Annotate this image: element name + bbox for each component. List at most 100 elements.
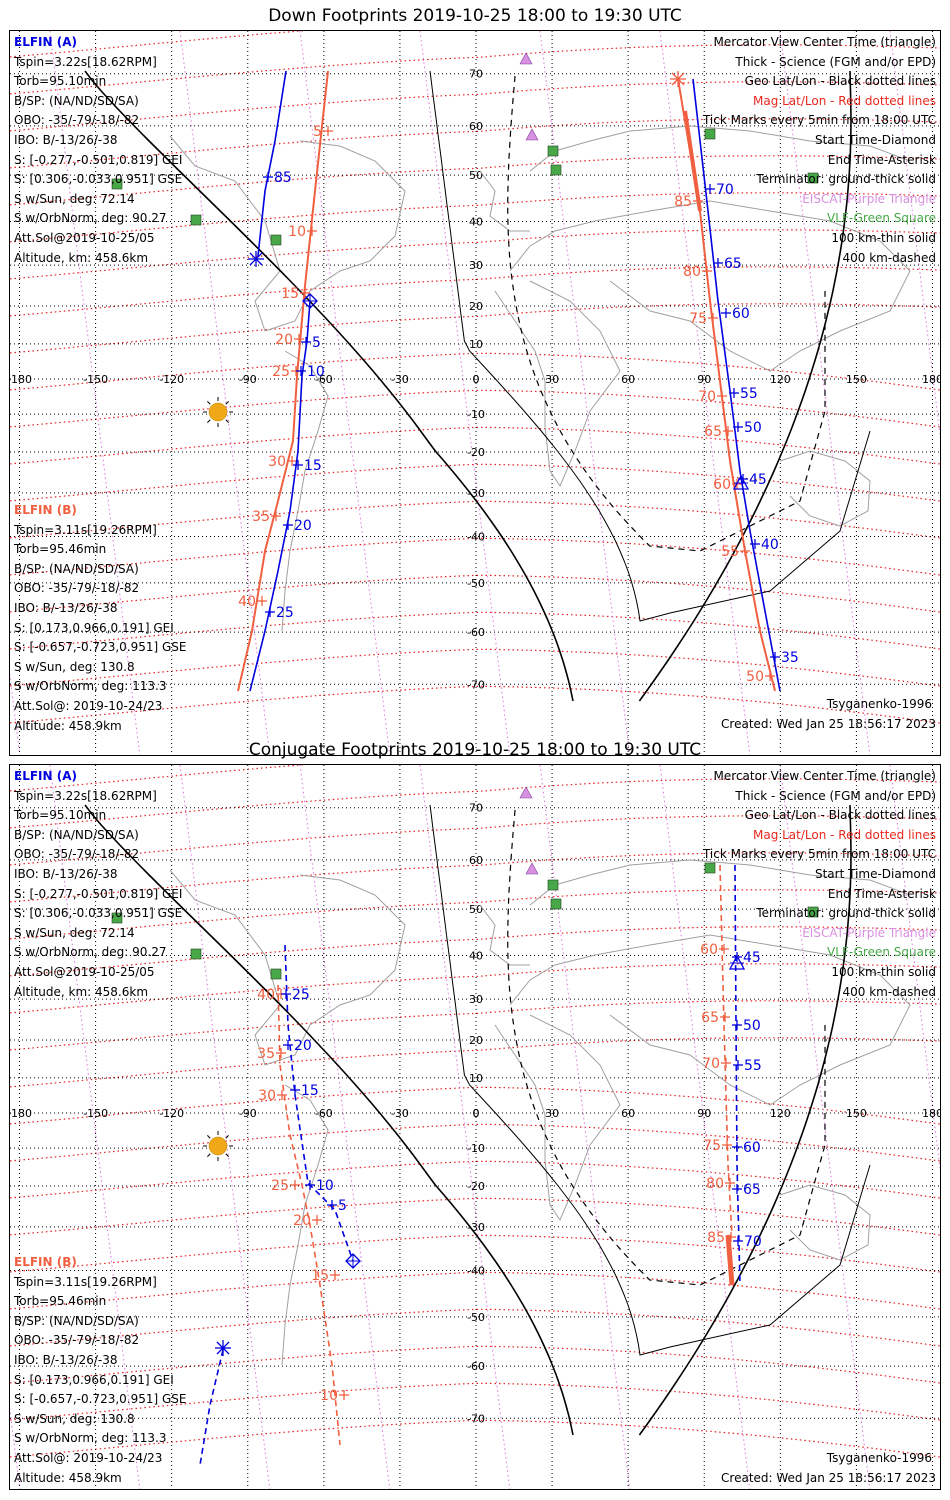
lon-label: 60: [621, 373, 635, 386]
mag-lon-line: [419, 765, 511, 1489]
sun-ray: [207, 401, 211, 405]
vlf-square: [190, 948, 202, 960]
sun-icon: [208, 1136, 228, 1156]
lon-label: -90: [239, 373, 257, 386]
elfin-b-science: [725, 1234, 735, 1286]
coastline: [494, 280, 621, 488]
elfin-b-label: 15: [311, 1268, 329, 1284]
lon-label: 30: [545, 1107, 559, 1120]
elfin-b-label: 85: [707, 1230, 725, 1246]
legend-item: End Time-Asterisk: [827, 152, 936, 167]
elfin-a-label: 70: [744, 1234, 762, 1250]
elfin-b-line: Torb=95.46min: [14, 542, 107, 557]
lat-label: 70: [469, 802, 483, 815]
elfin-b-label: 70: [702, 1056, 720, 1072]
elfin-a-line: Altitude, km: 458.6km: [14, 984, 149, 999]
elfin-b-header: ELFIN (B): [14, 1255, 77, 1269]
elfin-a-label: 5: [338, 1198, 347, 1214]
elfin-a-label: 15: [304, 458, 322, 474]
lat-label: -60: [467, 626, 485, 639]
elfin-b-line: Att.Sol@: 2019-10-24/23: [14, 1450, 163, 1465]
elfin-b-line: OBO: -35/-79/-18/-82: [14, 581, 140, 596]
elfin-b-line: Altitude: 458.9km: [14, 1470, 122, 1485]
eiscat-triangle: [525, 128, 539, 141]
lon-label: -150: [83, 373, 108, 386]
elfin-a-line: S w/OrbNorm, deg: 90.27: [14, 211, 167, 226]
elfin-b-label: 25: [271, 1178, 289, 1194]
legend-item: 100 km-thin solid: [831, 964, 936, 979]
coastline: [779, 1184, 871, 1261]
lat-label: -40: [467, 530, 485, 543]
elfin-a-line: IBO: B/-13/26/-38: [14, 132, 118, 147]
mag-lon-line: [659, 31, 751, 755]
coastline: [494, 1014, 621, 1222]
coastline: [479, 904, 530, 966]
elfin-b-label: 60: [700, 942, 718, 958]
elfin-a-info: ELFIN (A) Tspin=3.22s[18.62RPM] Torb=95.…: [14, 33, 182, 268]
elfin-b-line: S: [-0.657,-0.723,0.951] GSE: [14, 1392, 187, 1407]
sun-ray: [225, 1153, 229, 1157]
elfin-a-label: 10: [307, 364, 325, 380]
elfin-b-label: 20: [293, 1213, 311, 1229]
elfin-b-label: 65: [701, 1010, 719, 1026]
lat-label: 60: [469, 854, 483, 867]
mag-lon-line: [49, 31, 141, 755]
lon-label: -60: [315, 1107, 333, 1120]
lat-label: -70: [467, 1412, 485, 1425]
vlf-square: [270, 234, 282, 246]
legend-item: Thick - Science (FGM and/or EPD): [735, 788, 936, 803]
terminator-ground: [84, 804, 574, 1436]
elfin-a-line: B/SP: (NA/ND/SD/SA): [14, 827, 139, 842]
mag-lon-line: [179, 765, 271, 1489]
legend-item: Mag Lat/Lon - Red dotted lines: [752, 93, 936, 108]
lon-label: 0: [473, 1107, 480, 1120]
vlf-square: [111, 912, 123, 924]
elfin-b-label: 30: [268, 454, 286, 470]
lat-label: 60: [469, 120, 483, 133]
lon-label: 150: [846, 373, 867, 386]
map-panel-conjugate: 706050403020100-10-20-30-40-50-60-70-180…: [9, 764, 941, 1490]
terminator-ground: [638, 804, 852, 1436]
lat-label: 40: [469, 950, 483, 963]
legend-item: Geo Lat/Lon - Black dotted lines: [744, 74, 936, 89]
vlf-square: [550, 164, 562, 176]
elfin-a-label: 25: [276, 605, 294, 621]
elfin-b-label: 65: [704, 424, 722, 440]
vlf-square: [704, 862, 716, 874]
lon-label: 90: [697, 373, 711, 386]
legend-item: Start Time-Diamond: [814, 866, 936, 881]
lon-label: -90: [239, 1107, 257, 1120]
elfin-b-label: 70: [698, 389, 716, 405]
mag-lon-line: [659, 765, 751, 1489]
elfin-b-label: 40: [257, 987, 275, 1003]
elfin-b-line: S: [0.173,0.966,0.191] GEI: [14, 620, 174, 635]
lon-label: 180: [922, 1107, 941, 1120]
lon-label: -180: [10, 1107, 32, 1120]
elfin-b-line: Tspin=3.11s[19.26RPM]: [14, 522, 157, 537]
coastline: [281, 350, 329, 632]
terminator-400km: [507, 75, 826, 552]
lat-label: 40: [469, 216, 483, 229]
mag-lon-line: [299, 765, 391, 1489]
elfin-b-line: Att.Sol@: 2019-10-24/23: [14, 698, 163, 713]
elfin-b-label: 15: [281, 286, 299, 302]
vlf-square: [270, 968, 282, 980]
sun-ray: [225, 419, 229, 423]
elfin-a-line: Tspin=3.22s[18.62RPM]: [14, 788, 157, 803]
legend-item: 400 km-dashed: [842, 250, 936, 265]
elfin-a-label: 40: [761, 537, 779, 553]
elfin-b-label: 5: [313, 124, 322, 140]
model-label: Tsyganenko-1996: [826, 1451, 932, 1465]
elfin-b-label: 75: [703, 1138, 721, 1154]
lon-label: -30: [391, 373, 409, 386]
elfin-a-track: [284, 944, 354, 1262]
elfin-b-label: 80: [683, 264, 701, 280]
sun-ray: [225, 1135, 229, 1139]
elfin-b-line: B/SP: (NA/ND/SD/SA): [14, 1313, 139, 1328]
lon-label: -60: [315, 373, 333, 386]
lat-label: -10: [467, 408, 485, 421]
mag-lon-line: [889, 31, 940, 439]
elfin-a-label: 45: [749, 472, 767, 488]
vlf-square: [807, 906, 819, 918]
elfin-b-line: Tspin=3.11s[19.26RPM]: [14, 1274, 157, 1289]
